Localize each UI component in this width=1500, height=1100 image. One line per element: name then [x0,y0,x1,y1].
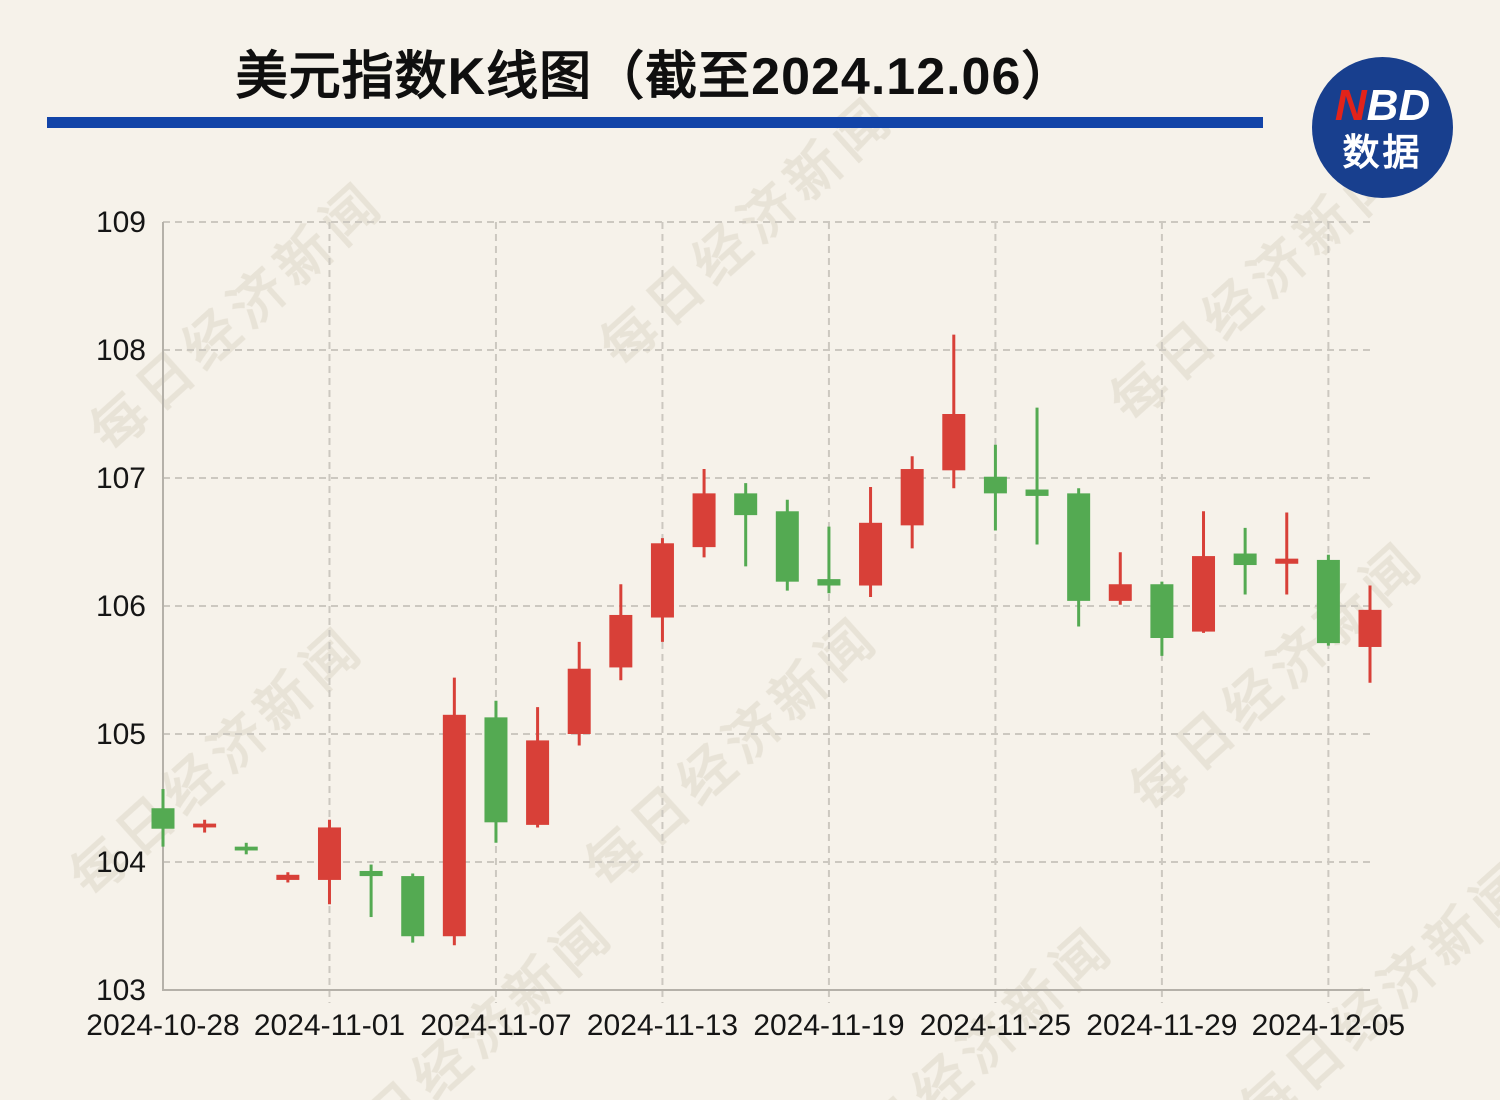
candle-2024-12-03 [1233,527,1257,595]
candle-body [650,543,674,618]
x-axis-label: 2024-11-19 [753,1009,904,1042]
y-axis-label: 109 [96,206,146,239]
candle-body [1067,493,1091,601]
candle-body [317,827,341,880]
candle-body [1192,556,1216,632]
y-axis-label: 103 [96,974,146,1007]
nbd-logo: NBD 数据 [1312,57,1453,198]
candle-body [942,414,966,471]
candle-body [1108,584,1132,601]
watermark-text: 每日经济新闻 [590,85,907,379]
candle-2024-11-26 [1025,407,1049,545]
candle-body [276,874,300,880]
candle-body [900,469,924,526]
watermark-text: 每日经济新闻 [310,900,627,1100]
candle-body [734,493,758,516]
candle-2024-11-20 [859,486,883,598]
x-axis-label: 2024-12-05 [1252,1009,1405,1042]
candle-2024-11-21 [900,456,924,549]
candle-body [692,493,716,548]
candle-2024-11-07 [484,700,508,843]
x-axis-label: 2024-11-29 [1086,1009,1237,1042]
x-axis-label: 2024-11-01 [254,1009,405,1042]
y-axis-label: 104 [96,846,146,879]
candle-2024-11-25 [983,444,1007,531]
candle-2024-10-31 [276,872,300,883]
nbd-logo-brand-n: N [1334,81,1367,130]
candle-2024-11-05 [401,873,425,943]
y-axis-label: 107 [96,462,146,495]
candle-body [1150,584,1174,638]
candle-2024-11-27 [1067,488,1091,627]
candle-2024-11-22 [942,334,966,489]
watermark-text: 每日经济新闻 [1120,530,1437,824]
candle-2024-11-19 [817,526,841,594]
candle-body [775,511,799,582]
x-axis-label: 2024-11-13 [587,1009,738,1042]
watermark-text: 每日经济新闻 [810,915,1127,1100]
candle-body [983,476,1007,494]
candle-body [442,714,466,937]
candle-2024-11-04 [359,864,383,918]
candle-body [193,823,217,828]
title-underline-bar [47,117,1263,128]
candle-2024-12-06 [1358,585,1382,683]
candle-2024-11-13 [650,538,674,642]
watermark-text: 每日经济新闻 [1230,850,1500,1100]
candle-2024-10-29 [193,819,217,833]
candle-body [1275,558,1299,564]
candle-body [484,717,508,823]
candle-2024-11-11 [567,641,591,746]
x-axis-label: 2024-11-25 [920,1009,1071,1042]
y-axis-label: 108 [96,334,146,367]
candle-2024-11-18 [775,499,799,591]
candle-body [1316,559,1340,644]
candle-2024-12-05 [1316,554,1340,646]
x-axis-label: 2024-10-28 [86,1009,239,1042]
candle-2024-11-14 [692,469,716,558]
candle-2024-10-28 [151,789,175,847]
candle-body [1233,553,1257,566]
candle-2024-11-15 [734,483,758,567]
candle-body [567,668,591,734]
x-axis-label: 2024-11-07 [420,1009,571,1042]
candle-2024-11-08 [526,707,550,828]
candle-2024-11-29 [1150,581,1174,656]
candle-body [526,740,550,825]
candle-2024-11-28 [1108,552,1132,605]
axis-line [162,222,1370,991]
candle-body [859,522,883,586]
page-title: 美元指数K线图（截至2024.12.06） [235,48,1075,106]
y-axis-label: 106 [96,590,146,623]
candle-2024-12-04 [1275,512,1299,595]
nbd-logo-brand-bd: BD [1366,81,1431,130]
candle-body [234,846,258,851]
candle-body [151,808,175,829]
candle-body [401,876,425,937]
candle-body [359,870,383,877]
candle-2024-12-02 [1192,511,1216,633]
nbd-logo-subtitle: 数据 [1342,132,1423,173]
candle-body [1025,489,1049,496]
nbd-logo-brand: NBD [1335,84,1430,128]
candle-body [817,579,841,586]
candle-2024-11-06 [442,677,466,946]
candle-2024-11-01 [317,819,341,905]
candle-2024-11-12 [609,584,633,681]
candle-body [1358,609,1382,647]
candle-2024-10-30 [234,842,258,855]
candle-body [609,614,633,668]
y-axis-label: 105 [96,718,146,751]
